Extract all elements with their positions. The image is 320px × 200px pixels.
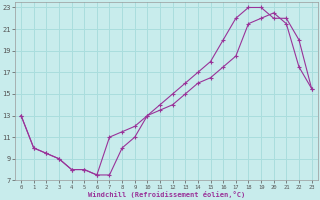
X-axis label: Windchill (Refroidissement éolien,°C): Windchill (Refroidissement éolien,°C) — [88, 191, 245, 198]
